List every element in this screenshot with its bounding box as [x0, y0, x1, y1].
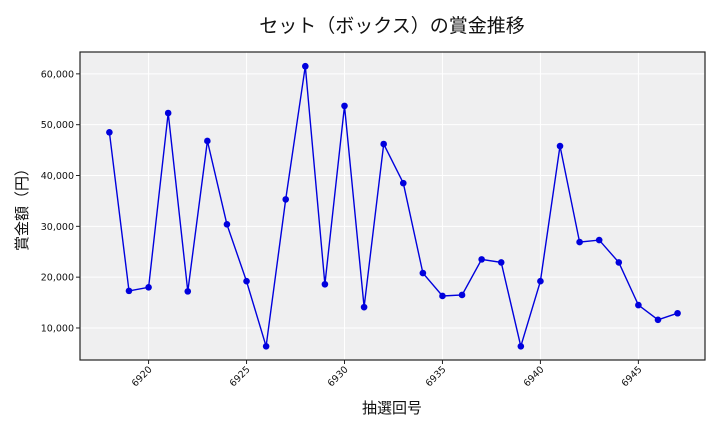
data-point-marker [458, 291, 466, 299]
plot-area [80, 52, 705, 360]
data-point-marker [595, 236, 603, 244]
data-point-marker [380, 140, 387, 148]
data-point-marker [497, 259, 505, 266]
data-point-marker [419, 269, 427, 277]
y-tick-label: 10,000 [41, 323, 74, 334]
data-point-marker [164, 109, 172, 117]
data-point-marker [184, 288, 192, 295]
data-point-marker [145, 284, 152, 291]
data-point-marker [517, 342, 525, 350]
y-tick-label: 20,000 [41, 273, 74, 284]
data-point-marker [341, 102, 348, 110]
data-point-marker [537, 277, 544, 285]
x-axis-label: 抽選回号 [362, 399, 422, 417]
data-point-marker [106, 129, 113, 136]
x-axis: 6920 6925 6930 6935 6940 6945 [130, 360, 645, 389]
data-point-marker [125, 287, 133, 295]
data-point-marker [635, 301, 642, 309]
data-point-marker [478, 256, 485, 263]
data-series [106, 62, 681, 350]
data-point-marker [439, 292, 446, 300]
y-axis: 10,000 20,000 30,000 40,000 50,000 60,000 [41, 69, 80, 334]
y-tick-label: 60,000 [41, 69, 74, 80]
data-point-marker [556, 142, 564, 150]
data-point-marker [576, 238, 583, 246]
data-point-marker [302, 62, 309, 70]
y-tick-label: 50,000 [41, 120, 74, 131]
x-tick-label: 6925 [228, 364, 253, 389]
gridlines [80, 52, 705, 360]
y-tick-label: 30,000 [41, 222, 74, 233]
plot-frame [79, 51, 706, 361]
data-point-marker [243, 277, 250, 285]
x-tick-label: 6940 [522, 364, 547, 389]
y-axis-label: 賞金額（円） [13, 161, 31, 251]
data-point-marker [615, 259, 623, 266]
data-point-marker [282, 196, 290, 203]
x-tick-label: 6920 [130, 364, 155, 389]
data-point-marker [321, 280, 329, 288]
data-point-marker [399, 179, 407, 187]
data-point-marker [360, 303, 368, 311]
x-tick-label: 6935 [424, 364, 449, 389]
data-point-marker [654, 316, 662, 324]
chart-title: セット（ボックス）の賞金推移 [259, 15, 524, 37]
data-point-marker [204, 137, 211, 145]
data-point-marker [262, 342, 270, 350]
x-tick-label: 6945 [620, 364, 645, 389]
x-tick-label: 6930 [326, 364, 351, 389]
data-point-marker [223, 220, 231, 228]
y-tick-label: 40,000 [41, 171, 74, 182]
data-point-marker [674, 309, 681, 317]
